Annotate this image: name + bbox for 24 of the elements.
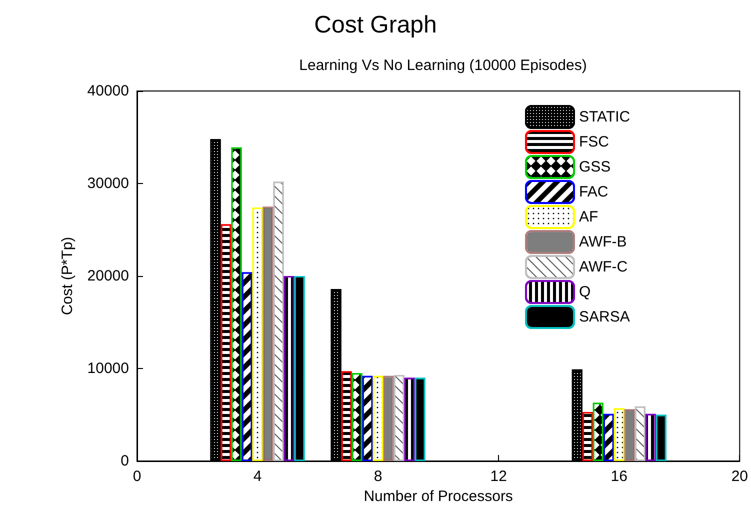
y-tick-label: 30000	[87, 175, 129, 192]
x-axis-title: Number of Processors	[364, 488, 513, 505]
legend-label: AWF-B	[579, 234, 627, 250]
chart-title: Cost Graph	[314, 12, 437, 38]
y-tick-label: 40000	[87, 82, 129, 100]
x-tick-label: 12	[490, 468, 507, 485]
legend-label: FSC	[579, 134, 610, 150]
y-axis-title: Cost (P*Tp)	[59, 236, 76, 316]
legend-label: AF	[579, 208, 598, 226]
legend-label: GSS	[579, 158, 611, 176]
legend-label: STATIC	[579, 108, 630, 126]
y-tick-label: 10000	[87, 360, 129, 377]
x-tick-label: 20	[731, 468, 748, 485]
x-tick-label: 4	[253, 468, 262, 485]
x-tick-label: 0	[132, 468, 142, 485]
y-tick-label: 20000	[87, 268, 129, 284]
legend-label: Q	[579, 284, 591, 300]
y-tick-label: 0	[120, 452, 129, 470]
chart-subtitle: Learning Vs No Learning (10000 Episodes)	[299, 57, 587, 74]
legend-label: AWF-C	[579, 258, 628, 276]
x-tick-label: 8	[374, 468, 382, 485]
legend-label: SARSA	[579, 308, 630, 326]
x-tick-label: 16	[610, 468, 628, 485]
legend-label: FAC	[579, 184, 608, 200]
